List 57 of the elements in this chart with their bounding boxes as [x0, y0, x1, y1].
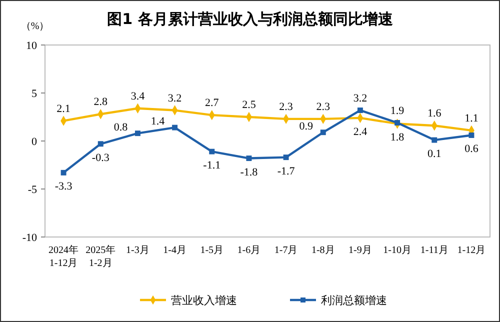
x-tick-label: 1-12月	[457, 245, 486, 256]
point	[60, 170, 66, 176]
data-label: 2.5	[242, 99, 256, 111]
data-label: 3.4	[130, 90, 146, 102]
data-label: 1.4	[150, 116, 166, 128]
legend-label: 利润总额增速	[321, 294, 387, 307]
data-label: 3.2	[168, 92, 182, 104]
legend-label: 营业收入增速	[171, 294, 237, 307]
data-label: 2.3	[316, 100, 330, 113]
data-label: -1.7	[277, 165, 296, 178]
point	[172, 124, 178, 130]
y-axis-title: （%）	[20, 21, 50, 32]
data-label: 2.8	[94, 96, 108, 108]
data-label: 1.8	[390, 132, 405, 144]
x-tick-label: 2025年 1-2月	[86, 244, 116, 269]
point	[209, 148, 215, 154]
data-label: 1.9	[390, 104, 405, 117]
x-tick-label: 2024年 1-12月	[48, 244, 79, 269]
x-tick-label: 1-5月	[200, 245, 224, 256]
data-label: -1.8	[240, 166, 258, 178]
y-tick-label: 0	[32, 136, 38, 148]
data-label: 2.4	[353, 126, 368, 138]
x-tick-label: 1-3月	[126, 245, 150, 256]
x-tick-label: 1-10月	[383, 245, 412, 256]
y-tick-label: 10	[26, 40, 38, 52]
data-label: -0.3	[92, 152, 110, 164]
point	[357, 108, 363, 114]
data-label: 3.2	[353, 92, 368, 104]
data-label: 0.1	[428, 148, 442, 160]
x-tick-label: 1-11月	[420, 245, 448, 256]
point	[468, 132, 474, 138]
data-label: -3.3	[54, 180, 73, 193]
y-tick-label: -5	[28, 184, 38, 196]
x-tick-label: 1-9月	[348, 245, 372, 256]
point	[394, 120, 400, 126]
data-label: 2.1	[56, 102, 70, 115]
data-label: 2.7	[205, 97, 220, 110]
data-label: 1.1	[464, 112, 478, 124]
x-tick-label: 1-7月	[274, 245, 298, 256]
data-label: 0.8	[114, 121, 128, 134]
y-tick-label: 5	[32, 88, 38, 100]
data-label: 0.6	[464, 143, 479, 156]
point	[98, 141, 104, 147]
data-label: 1.6	[428, 108, 442, 120]
point	[283, 154, 289, 160]
x-tick-label: 1-6月	[237, 245, 261, 256]
y-tick-label: -10	[22, 232, 38, 244]
x-tick-label: 1-8月	[311, 245, 335, 256]
point	[320, 130, 326, 136]
data-label: 0.9	[299, 120, 314, 132]
data-label: -1.1	[203, 160, 221, 172]
data-label: 2.3	[279, 100, 294, 113]
point	[134, 130, 140, 136]
x-tick-label: 1-4月	[163, 245, 186, 256]
point	[432, 137, 438, 143]
chart-title: 图1 各月累计营业收入与利润总额同比增速	[107, 10, 394, 28]
point	[246, 156, 252, 162]
